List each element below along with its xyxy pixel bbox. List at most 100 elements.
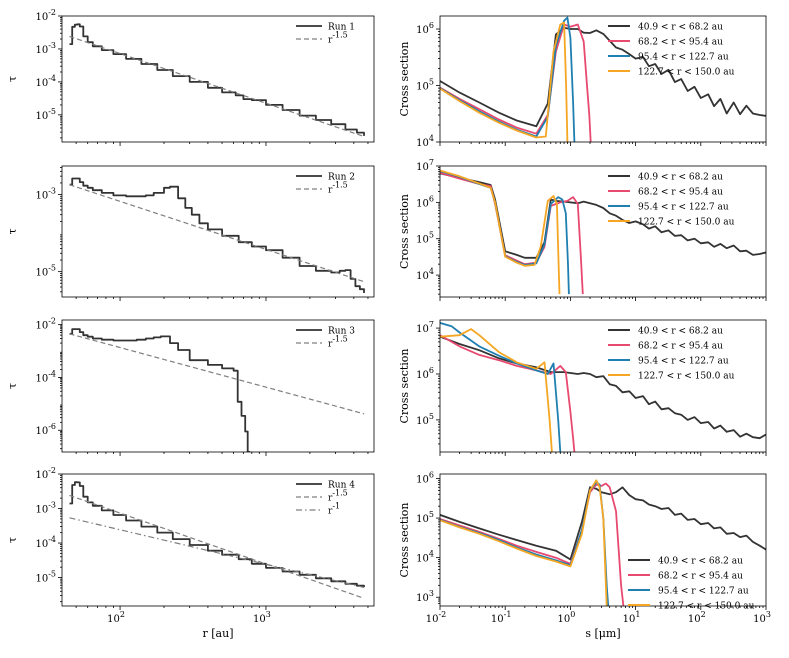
y-tick-label: 10-5 [35, 107, 56, 122]
series-line-95-4-r-122-7-au [440, 481, 610, 606]
y-axis-label: Cross section [398, 41, 411, 116]
y-tick-label: 10-3 [35, 187, 56, 202]
y-tick-label: 10-5 [35, 570, 56, 585]
x-tick-label: 103 [753, 610, 771, 625]
axes-frame [439, 319, 767, 453]
plot-area [440, 16, 766, 142]
panel-run4-cross: 106 105 104 103 10-2 10-1 100 101 102 103 Cross se… [398, 471, 771, 640]
panel-run3-cross: 107 106 105 Cross section 40.9 < r < 68.2 au… [398, 319, 767, 456]
series-line-r-1-5 [69, 35, 365, 138]
series-line-95-4-r-122-7-au [440, 170, 570, 295]
legend-entry: r-1.5 [328, 31, 348, 46]
y-tick-label: 10-2 [35, 466, 56, 481]
y-axis-label: Cross section [398, 502, 411, 577]
series-line-68-2-r-95-4-au [440, 171, 584, 295]
legend-entry: r-1.5 [328, 489, 348, 504]
y-tick-label: 106 [416, 471, 434, 486]
y-axis-label: τ [6, 76, 19, 82]
axes-frame [61, 15, 375, 143]
x-tick-label: 101 [623, 610, 641, 625]
x-tick-label: 103 [253, 610, 271, 625]
legend-entry: 95.4 < r < 122.7 au [658, 587, 749, 597]
y-tick-label: 104 [416, 267, 434, 282]
x-tick-label: 10-2 [426, 610, 447, 625]
series-line-Run-1 [69, 23, 365, 136]
legend-entry: Run 4 [328, 481, 355, 491]
panel-run4-tau: 10-2 10-3 10-4 10-5 102 103 τ r [au] Run 4r-1.5r… [6, 466, 375, 640]
series-line-122-7-r-150-0-au [440, 21, 569, 142]
series-line-Run-4 [69, 481, 365, 588]
plot-area [69, 481, 365, 599]
series-line-122-7-r-150-0-au [440, 328, 553, 452]
legend-entry: 122.7 < r < 150.0 au [638, 218, 735, 228]
legend-entry: 95.4 < r < 122.7 au [638, 203, 729, 213]
series-line-r-1 [69, 517, 365, 588]
y-tick-label: 10-4 [35, 369, 56, 384]
legend-entry: 122.7 < r < 150.0 au [658, 602, 755, 612]
legend-entry: 68.2 < r < 95.4 au [658, 572, 743, 582]
series-line-r-1-5 [69, 184, 365, 283]
y-tick-label: 106 [416, 194, 434, 209]
y-tick-label: 106 [416, 21, 434, 36]
plot-area [440, 322, 766, 452]
legend-entry: 68.2 < r < 95.4 au [638, 342, 723, 352]
legend-entry: Run 1 [328, 23, 355, 33]
series-line-68-2-r-95-4-au [440, 23, 592, 142]
series-line-68-2-r-95-4-au [440, 334, 576, 452]
y-tick-label: 103 [416, 589, 434, 604]
y-tick-label: 10-5 [35, 264, 56, 279]
y-tick-label: 10-3 [35, 501, 56, 516]
series-line-122-7-r-150-0-au [440, 169, 561, 295]
legend-entry: 40.9 < r < 68.2 au [638, 327, 723, 337]
y-tick-label: 10-6 [35, 422, 56, 437]
series-line-40-9-r-68-2-au [440, 486, 766, 561]
legend-entry: 40.9 < r < 68.2 au [658, 557, 743, 567]
x-tick-label: 10-1 [491, 610, 512, 625]
y-tick-label: 107 [416, 158, 434, 173]
y-tick-label: 104 [416, 134, 434, 149]
x-tick-label: 100 [557, 610, 575, 625]
y-axis-label: τ [6, 228, 19, 234]
plot-area [440, 479, 766, 606]
axes-frame [439, 473, 767, 607]
axes-frame [61, 319, 375, 453]
series-line-Run-2 [69, 177, 365, 293]
series-line-95-4-r-122-7-au [440, 322, 562, 452]
y-tick-label: 10-2 [35, 317, 56, 332]
series-line-r-1-5 [69, 333, 365, 415]
x-axis-label: r [au] [203, 627, 234, 640]
legend-entry: r-1.5 [328, 335, 348, 350]
plot-area [69, 177, 365, 293]
x-tick-label: 102 [107, 610, 125, 625]
plot-area [69, 328, 365, 452]
legend-entry: 68.2 < r < 95.4 au [638, 38, 723, 48]
y-axis-label: Cross section [398, 348, 411, 423]
axes-frame [61, 165, 375, 298]
legend-entry: 122.7 < r < 150.0 au [638, 68, 735, 78]
series-line-Run-3 [69, 328, 251, 452]
panel-run3-tau: 10-2 10-4 10-6 τ Run 3r-1.5 [6, 317, 375, 456]
legend-entry: 40.9 < r < 68.2 au [638, 23, 723, 33]
legend-entry: r-1.5 [328, 181, 348, 196]
legend-entry: Run 3 [328, 327, 355, 337]
legend-entry: 95.4 < r < 122.7 au [638, 357, 729, 367]
legend-entry: Run 2 [328, 173, 355, 183]
y-tick-label: 105 [416, 510, 434, 525]
y-axis-label: τ [6, 383, 19, 389]
panel-run1-cross: 106 105 104 Cross section 40.9 < r < 68.2 au… [398, 15, 767, 149]
y-tick-label: 105 [416, 231, 434, 246]
y-tick-label: 10-4 [35, 74, 56, 89]
panel-run2-tau: 10-3 10-5 τ Run 2r-1.5 [6, 165, 375, 301]
x-axis-label: s [μm] [585, 627, 620, 640]
y-tick-label: 10-3 [35, 41, 56, 56]
panel-run1-tau: 10-2 10-3 10-4 10-5 τ Run 1r-1.5 [6, 8, 375, 146]
y-tick-label: 105 [416, 412, 434, 427]
series-line-40-9-r-68-2-au [440, 335, 766, 440]
legend-entry: 95.4 < r < 122.7 au [638, 53, 729, 63]
y-tick-label: 10-4 [35, 535, 56, 550]
x-tick-label: 102 [688, 610, 706, 625]
y-tick-label: 105 [416, 78, 434, 93]
legend-entry: r-1 [328, 502, 340, 517]
plot-area [69, 23, 365, 138]
